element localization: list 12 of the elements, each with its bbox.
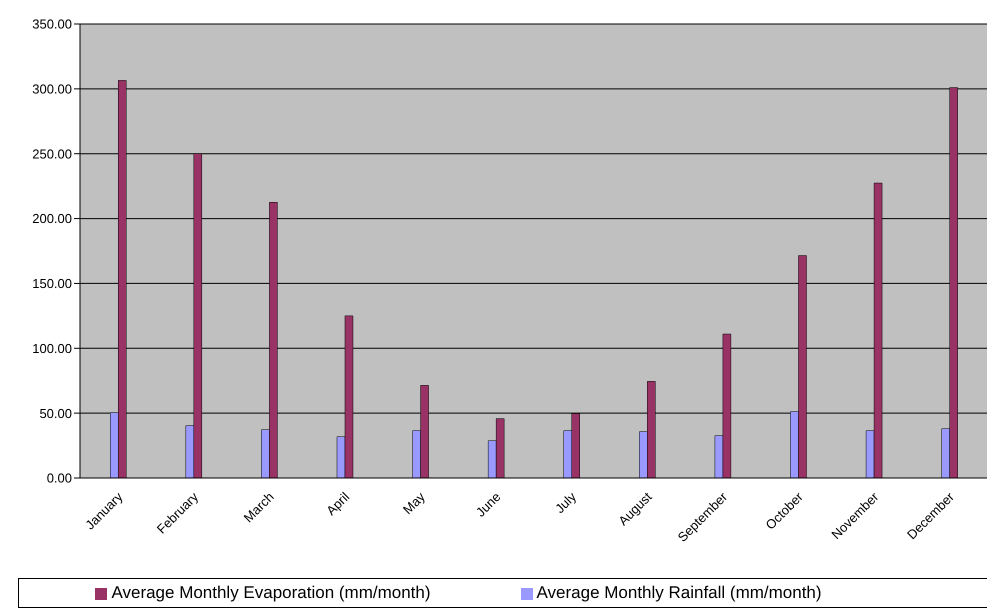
y-tick-label: 200.00 — [32, 211, 72, 226]
y-tick-label: 300.00 — [32, 81, 72, 96]
y-tick-label: 50.00 — [39, 406, 72, 421]
legend-label: Average Monthly Evaporation (mm/month) — [111, 583, 431, 602]
y-tick-label: 100.00 — [32, 340, 72, 356]
x-tick-label: July — [552, 488, 580, 516]
y-tick-label: 150.00 — [32, 276, 72, 292]
y-tick-label: 250.00 — [32, 146, 72, 162]
y-tick-label: 350.00 — [32, 16, 72, 32]
legend-label: Average Monthly Rainfall (mm/month) — [536, 583, 822, 602]
x-tick-label: May — [400, 488, 428, 518]
y-tick-label: 0.00 — [46, 470, 72, 486]
